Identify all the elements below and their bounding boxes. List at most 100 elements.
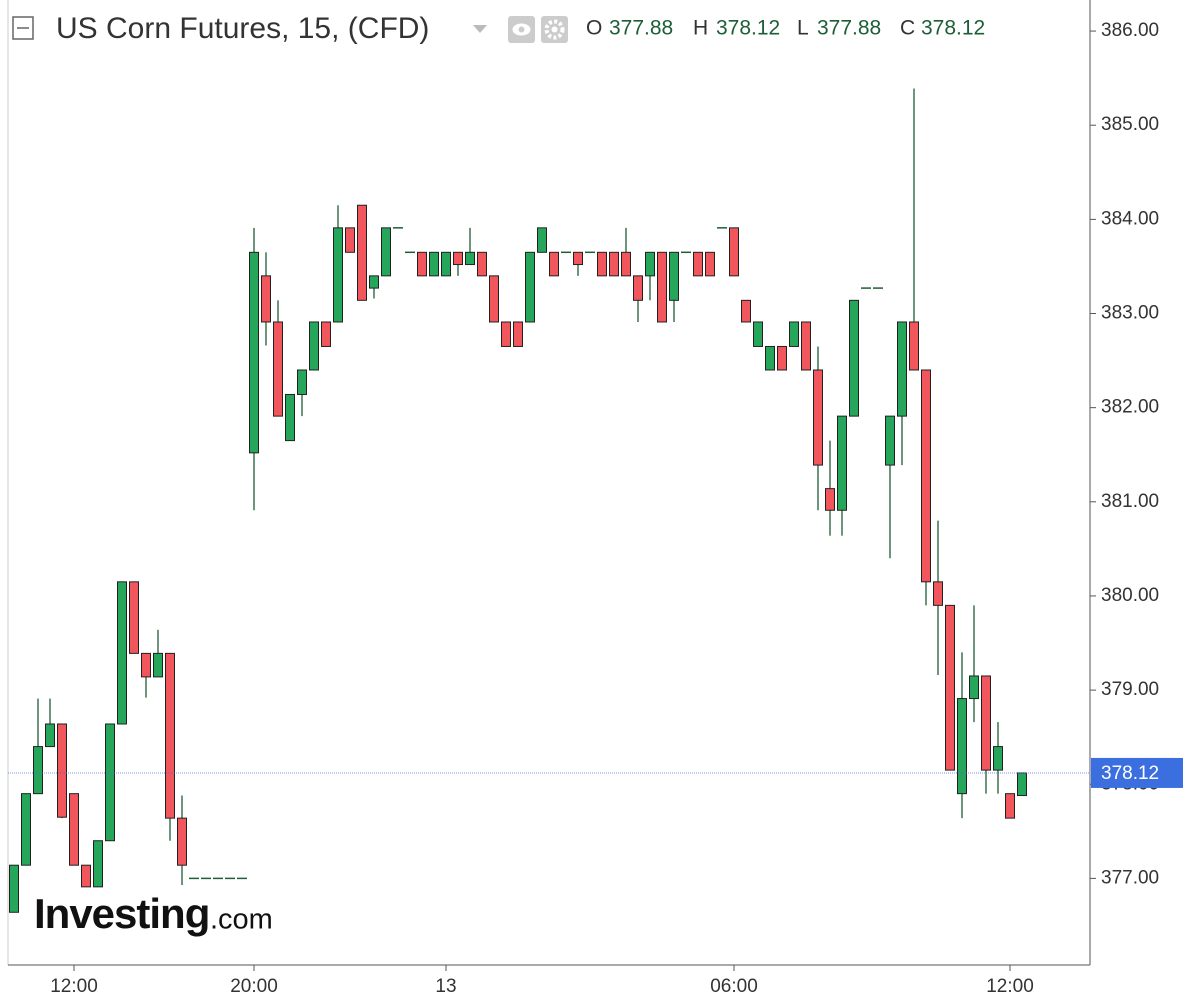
candle [657, 251, 667, 323]
candle-body [549, 251, 559, 277]
chart-title: US Corn Futures, 15, (CFD) [56, 12, 429, 45]
candle [645, 251, 655, 301]
candle [69, 793, 79, 866]
candle [969, 605, 979, 723]
candle-body [921, 369, 931, 583]
candle-body [117, 581, 127, 725]
x-tick-label: 13 [435, 976, 456, 997]
ohlc-label: L [797, 17, 809, 40]
candle [573, 251, 583, 276]
candle [357, 204, 367, 301]
candle-body [249, 251, 259, 454]
candle [525, 251, 535, 323]
candle-body [789, 321, 799, 347]
candle [321, 321, 331, 347]
candle [789, 321, 799, 347]
candle-body [129, 581, 139, 654]
watermark-suffix: .com [210, 904, 273, 936]
candle [957, 652, 967, 819]
dropdown-arrow[interactable] [473, 25, 487, 33]
candle [381, 227, 391, 277]
candle-body [381, 227, 391, 277]
candle-body [465, 251, 475, 266]
candle [801, 321, 811, 371]
y-tick-label: 381.00 [1101, 491, 1159, 512]
candle-body [357, 204, 367, 301]
candle [549, 251, 559, 277]
y-tick-label: 377.00 [1101, 867, 1159, 888]
candle-body [813, 369, 823, 466]
candle-body [933, 581, 943, 606]
candle-body [1005, 793, 1015, 819]
candle-body [9, 864, 19, 913]
candle [513, 321, 523, 347]
candle [105, 723, 115, 842]
y-tick-label: 386.00 [1101, 20, 1159, 41]
ohlc-label: O [586, 17, 602, 40]
candle-body [33, 746, 43, 795]
candle-body [141, 652, 151, 678]
candle-body [957, 698, 967, 795]
candle [777, 345, 787, 371]
candle [993, 722, 1003, 794]
candle-body [777, 345, 787, 371]
candle-body [429, 251, 439, 277]
candle-body [501, 321, 511, 347]
candle-body [369, 275, 379, 289]
candle [813, 346, 823, 511]
candle-body [441, 251, 451, 277]
candle [765, 345, 775, 371]
candle [1005, 793, 1015, 819]
candle [297, 369, 307, 417]
candle [597, 251, 607, 277]
candle [129, 581, 139, 654]
candle [273, 300, 283, 417]
candle [9, 864, 19, 913]
candle-body [453, 251, 463, 266]
candle [333, 205, 343, 323]
candle [981, 675, 991, 794]
candle-body [981, 675, 991, 771]
ohlc-value: 378.12 [716, 17, 780, 40]
candle-body [645, 251, 655, 277]
candle-body [321, 321, 331, 347]
candle [57, 723, 67, 819]
ohlc-value: 377.88 [817, 17, 881, 40]
y-tick-label: 383.00 [1101, 303, 1159, 324]
candle [621, 227, 631, 277]
candle [309, 321, 319, 371]
y-tick-label: 379.00 [1101, 679, 1159, 700]
candle [897, 321, 907, 466]
last-price-badge [1091, 757, 1183, 788]
candle-body [801, 321, 811, 371]
candle [837, 415, 847, 536]
candle-body [741, 299, 751, 323]
candle-body [825, 488, 835, 511]
candle [669, 251, 679, 322]
y-tick-label: 385.00 [1101, 114, 1159, 135]
last-price-label: 378.12 [1101, 763, 1159, 784]
candle-body [93, 840, 103, 888]
candle [705, 251, 715, 277]
candle [285, 393, 295, 442]
candle [729, 227, 739, 277]
candle [177, 795, 187, 885]
candle [141, 652, 151, 698]
candle-body [837, 415, 847, 511]
ohlc-label: H [693, 17, 708, 40]
header: US Corn Futures, 15, (CFD) [12, 12, 568, 45]
candle-body [525, 251, 535, 323]
x-tick-label: 12:00 [50, 976, 98, 997]
candle [753, 321, 763, 347]
candle [849, 299, 859, 417]
x-tick-label: 06:00 [710, 976, 758, 997]
candle [933, 520, 943, 676]
watermark-brand: Investing [34, 890, 209, 937]
candle-body [477, 251, 487, 277]
candle-body [969, 675, 979, 700]
candle [249, 227, 259, 511]
candle-body [297, 369, 307, 395]
candle [81, 864, 91, 888]
candle [33, 698, 43, 795]
